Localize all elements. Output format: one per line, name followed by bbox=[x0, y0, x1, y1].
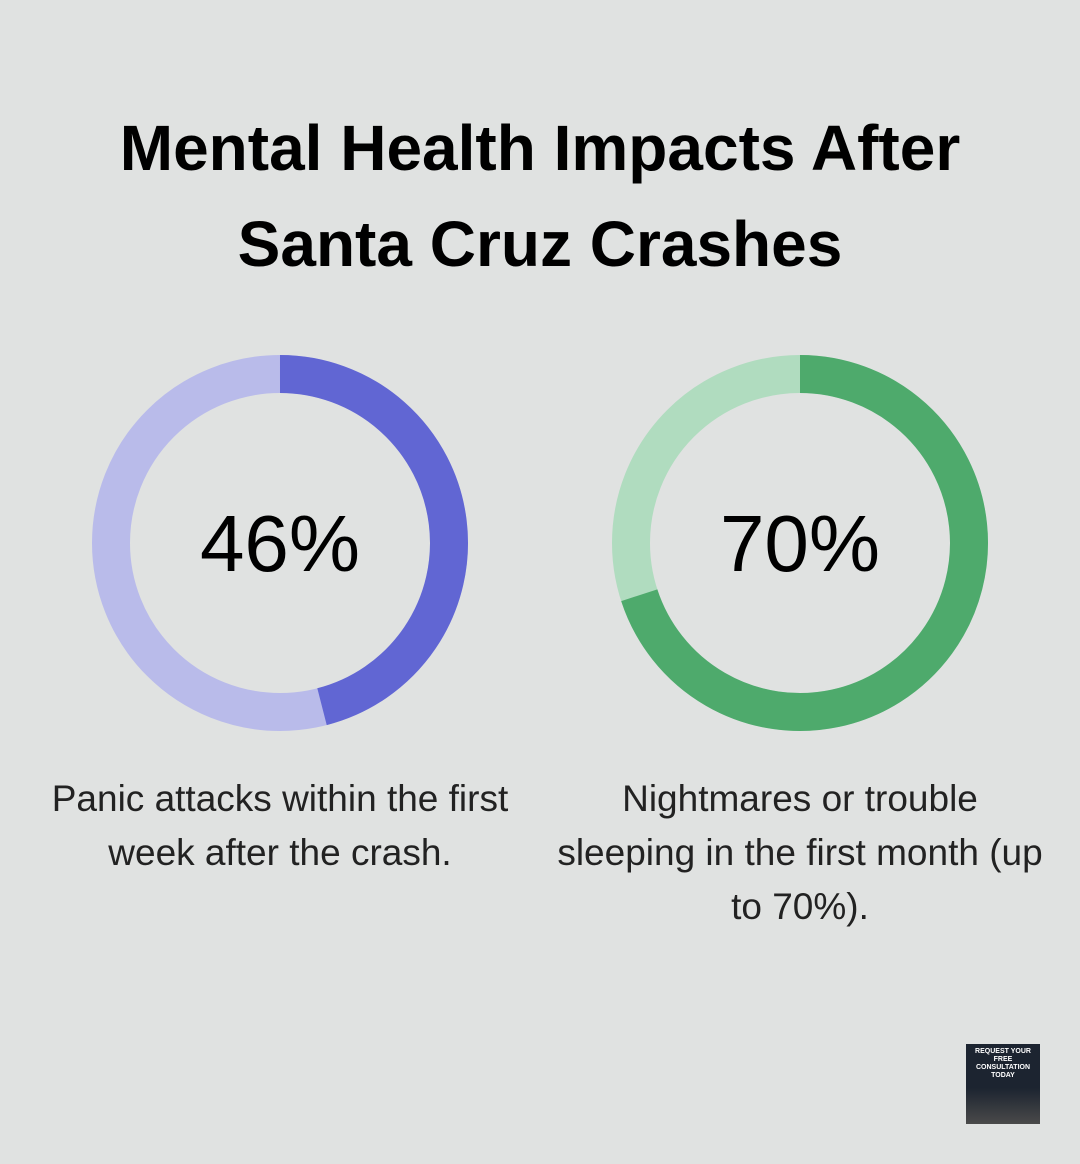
donut-arc bbox=[279, 355, 468, 726]
value-label: 46% bbox=[200, 499, 360, 588]
caption: Nightmares or trouble sleeping in the fi… bbox=[557, 778, 1043, 927]
value-label: 70% bbox=[720, 499, 880, 588]
title: Mental Health Impacts After Santa Cruz C… bbox=[119, 112, 961, 280]
caption: Panic attacks within the first week afte… bbox=[51, 778, 509, 873]
consultation-badge[interactable]: REQUEST YOUR FREE CONSULTATION TODAY bbox=[966, 1044, 1040, 1124]
donut-arc bbox=[621, 355, 988, 731]
